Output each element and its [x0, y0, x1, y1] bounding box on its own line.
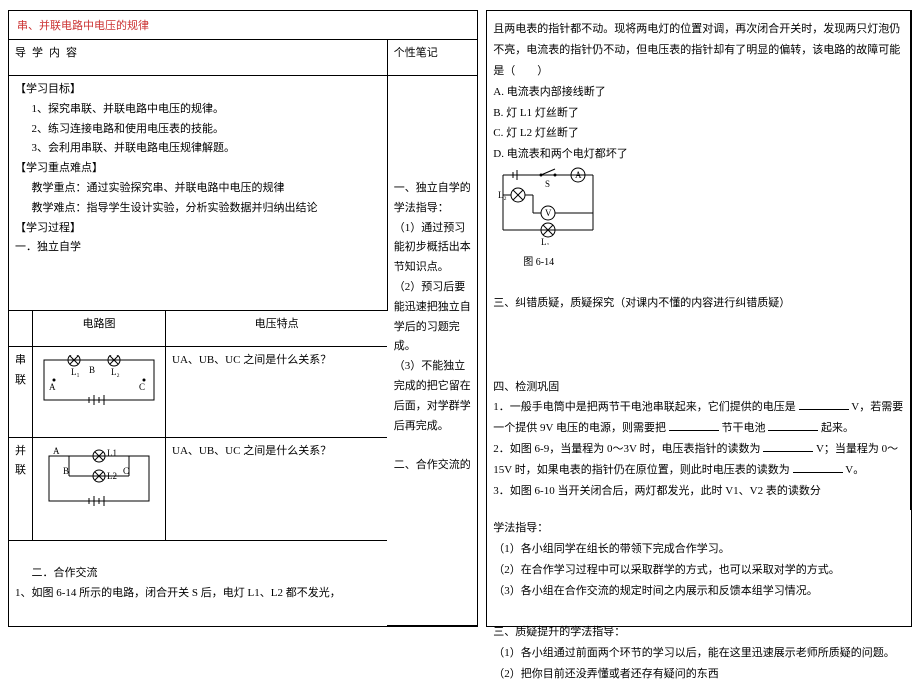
doc-title: 串、并联电路中电压的规律 — [9, 11, 477, 40]
row-parallel-text: UA、UB、UC 之间是什么关系？ — [166, 437, 388, 540]
left-page: 串、并联电路中电压的规律 导学内容 个性笔记 【学习目标】 1、探究串联、并联电… — [8, 10, 478, 627]
right-side: 学法指导： （1）各小组同学在组长的带领下完成合作学习。 （2）在合作学习过程中… — [487, 510, 911, 693]
sec4: 四、检测巩固 — [493, 377, 904, 398]
right-main: 且两电表的指针都不动。现将两电灯的位置对调，再次闭合开关时，发现两只灯泡仍不亮，… — [487, 11, 911, 510]
opt-b: B. 灯 L1 灯丝断了 — [493, 103, 904, 124]
opt-d: D. 电流表和两个电灯都坏了 — [493, 144, 904, 165]
goal-3: 3、会利用串联、并联电路电压规律解题。 — [15, 139, 381, 159]
q1: 1．一般手电筒中是把两节干电池串联起来，它们提供的电压是 V，若需要一个提供 9… — [493, 397, 904, 439]
side-b2: （2）把你目前还没弄懂或者还存有疑问的东西 — [493, 664, 905, 685]
q2: 2．如图 6-9，当量程为 0～3V 时，电压表指针的读数为 V；当量程为 0～… — [493, 439, 904, 481]
right-p1: 且两电表的指针都不动。现将两电灯的位置对调，再次闭合开关时，发现两只灯泡仍不亮，… — [493, 19, 904, 82]
fig-6-14-svg: S A L₂ V L₁ — [493, 165, 603, 245]
goal-1: 1、探究串联、并联电路中电压的规律。 — [15, 100, 381, 120]
side-a3: （3）各小组在合作交流的规定时间之内展示和反馈本组学习情况。 — [493, 581, 905, 602]
svg-text:A: A — [575, 170, 582, 180]
svg-text:S: S — [545, 179, 550, 189]
fig-label: 图 6-14 — [523, 253, 904, 272]
svg-text:B: B — [63, 466, 69, 476]
sec3: 三、纠错质疑，质疑探究（对课内不懂的内容进行纠错质疑） — [493, 293, 904, 314]
svg-text:L₂: L₂ — [111, 367, 120, 377]
row-parallel-label: 并联 — [9, 437, 33, 540]
keypoint-1: 教学重点：通过实验探究串、并联电路中电压的规律 — [15, 179, 381, 199]
sec2-cell: 二．合作交流 1、如图 6-14 所示的电路，闭合开关 S 后，电灯 L1、L2… — [9, 540, 387, 625]
note-a1: （1）通过预习能初步概括出本节知识点。 — [394, 219, 472, 278]
svg-text:C: C — [139, 382, 145, 392]
svg-text:L₁: L₁ — [71, 367, 80, 377]
row-series-text: UA、UB、UC 之间是什么关系？ — [166, 347, 388, 437]
note-b: 二、合作交流的 — [394, 456, 472, 476]
blank-3 — [768, 420, 818, 431]
blank-1 — [799, 399, 849, 410]
notes-cell: 一、独立自学的学法指导： （1）通过预习能初步概括出本节知识点。 （2）预习后要… — [387, 76, 477, 626]
opt-c: C. 灯 L2 灯丝断了 — [493, 123, 904, 144]
goal-2: 2、练习连接电路和使用电压表的技能。 — [15, 120, 381, 140]
parallel-circuit-svg: L1 L2 A B C — [39, 446, 159, 511]
th-voltage: 电压特点 — [166, 311, 388, 347]
svg-text:V: V — [545, 208, 552, 218]
process-sec1: 一．独立自学 — [15, 238, 381, 258]
content-cell: 【学习目标】 1、探究串联、并联电路中电压的规律。 2、练习连接电路和使用电压表… — [9, 76, 387, 311]
note-a2: （2）预习后要能迅速把独立自学后的习题完成。 — [394, 278, 472, 357]
keypoints-heading: 【学习重点难点】 — [15, 159, 381, 179]
side-b: 三、质疑提升的学法指导： — [493, 622, 905, 643]
sec2-q1: 1、如图 6-14 所示的电路，闭合开关 S 后，电灯 L1、L2 都不发光， — [15, 584, 381, 604]
main-table: 导学内容 个性笔记 【学习目标】 1、探究串联、并联电路中电压的规律。 2、练习… — [9, 40, 477, 626]
sec2-heading: 二．合作交流 — [15, 564, 381, 584]
header-right: 个性笔记 — [387, 40, 477, 76]
svg-text:L₁: L₁ — [541, 237, 550, 245]
svg-text:A: A — [53, 446, 60, 456]
svg-text:L2: L2 — [107, 471, 117, 481]
th-circuit: 电路图 — [33, 311, 166, 347]
svg-text:L1: L1 — [107, 448, 117, 458]
q3: 3．如图 6-10 当开关闭合后，两灯都发光，此时 V1、V2 表的读数分 — [493, 481, 904, 502]
side-a1: （1）各小组同学在组长的带领下完成合作学习。 — [493, 539, 905, 560]
note-a3: （3）不能独立完成的把它留在后面，对学群学后再完成。 — [394, 357, 472, 436]
keypoint-2: 教学难点：指导学生设计实验，分析实验数据并归纳出结论 — [15, 199, 381, 219]
row-series-label: 串联 — [9, 347, 33, 437]
opt-a: A. 电流表内部接线断了 — [493, 82, 904, 103]
side-a2: （2）在合作学习过程中可以采取群学的方式，也可以采取对学的方式。 — [493, 560, 905, 581]
right-page: 且两电表的指针都不动。现将两电灯的位置对调，再次闭合开关时，发现两只灯泡仍不亮，… — [486, 10, 912, 627]
svg-text:C: C — [123, 466, 129, 476]
svg-text:A: A — [49, 382, 56, 392]
process-heading: 【学习过程】 — [15, 219, 381, 239]
goals-heading: 【学习目标】 — [15, 80, 381, 100]
blank-4 — [763, 441, 813, 452]
note-a: 一、独立自学的学法指导： — [394, 179, 472, 219]
blank-2 — [669, 420, 719, 431]
svg-text:B: B — [89, 365, 95, 375]
series-circuit-svg: L₁ L₂ B A C — [39, 355, 159, 410]
parallel-circuit: L1 L2 A B C — [33, 437, 166, 540]
side-b1: （1）各小组通过前面两个环节的学习以后，能在这里迅速展示老师所质疑的问题。 — [493, 643, 905, 664]
blank-5 — [793, 462, 843, 473]
side-h: 学法指导： — [493, 518, 905, 539]
series-circuit: L₁ L₂ B A C — [33, 347, 166, 437]
header-left: 导学内容 — [9, 40, 387, 76]
